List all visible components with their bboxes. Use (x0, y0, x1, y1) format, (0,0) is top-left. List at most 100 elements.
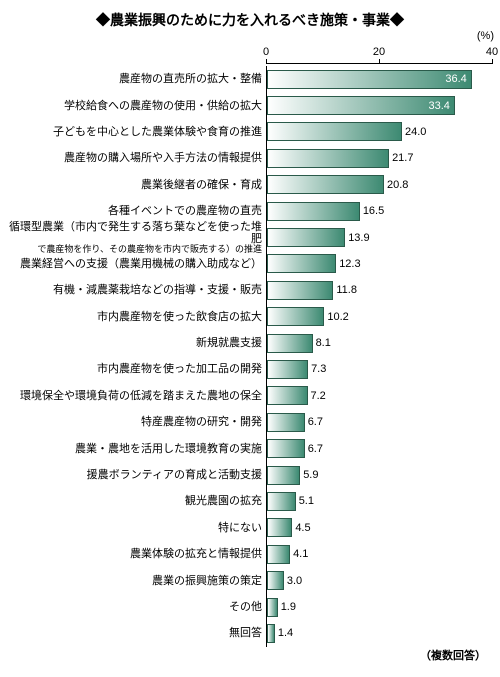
bar-value: 5.9 (303, 469, 318, 481)
bar-label: 農業経営への支援（農業用機械の購入助成など） (8, 258, 266, 270)
bar-label: 環境保全や環境負荷の低減を踏まえた農地の保全 (8, 390, 266, 402)
bar: 1.4 (267, 624, 275, 643)
bar-value: 33.4 (428, 100, 449, 112)
bar-area: 7.3 (266, 356, 492, 382)
bar-value: 16.5 (363, 205, 384, 217)
bar: 12.3 (267, 254, 336, 273)
bar: 5.9 (267, 466, 300, 485)
bar-row: 市内農産物を使った飲食店の拡大10.2 (8, 304, 492, 330)
bar: 4.5 (267, 518, 292, 537)
bar-value: 24.0 (405, 126, 426, 138)
bar-label: 新規就農支援 (8, 337, 266, 349)
bar-row: 新規就農支援8.1 (8, 330, 492, 356)
bar-area: 7.2 (266, 383, 492, 409)
axis-tickmark (379, 59, 380, 64)
bar: 7.2 (267, 386, 308, 405)
bar-label: 農業の振興施策の策定 (8, 575, 266, 587)
bar-area: 24.0 (266, 119, 492, 145)
bar-value: 36.4 (445, 73, 466, 85)
bar-area: 13.9 (266, 224, 492, 250)
bar-value: 1.9 (281, 601, 296, 613)
bar: 16.5 (267, 202, 360, 221)
bar: 10.2 (267, 307, 324, 326)
bar: 4.1 (267, 545, 290, 564)
bar-value: 3.0 (287, 575, 302, 587)
bar-area: 4.5 (266, 515, 492, 541)
axis-tick-label: 40 (486, 46, 498, 58)
bar-area: 36.4 (266, 66, 492, 92)
axis-tickmark (492, 59, 493, 64)
chart-title: ◆農業振興のために力を入れるべき施策・事業◆ (8, 10, 492, 30)
bar-value: 4.1 (293, 548, 308, 560)
bar-label: 農業体験の拡充と情報提供 (8, 548, 266, 560)
bar-row: 特にない4.5 (8, 515, 492, 541)
bar-label: 農産物の購入場所や入手方法の情報提供 (8, 152, 266, 164)
bar: 8.1 (267, 334, 313, 353)
bar-area: 12.3 (266, 251, 492, 277)
bar: 13.9 (267, 228, 345, 247)
bar-value: 6.7 (308, 443, 323, 455)
bar-row: 有機・減農薬栽培などの指導・支援・販売11.8 (8, 277, 492, 303)
bar: 21.7 (267, 149, 389, 168)
bar-value: 20.8 (387, 179, 408, 191)
bar-label: 各種イベントでの農産物の直売 (8, 205, 266, 217)
bar-label: 循環型農業（市内で発生する落ち葉などを使った堆肥で農産物を作り、その農産物を市内… (8, 221, 266, 255)
bar-row: 農業経営への支援（農業用機械の購入助成など）12.3 (8, 251, 492, 277)
bar-label: 特にない (8, 522, 266, 534)
bar-value: 7.3 (311, 363, 326, 375)
bar-value: 10.2 (327, 311, 348, 323)
bar-row: 学校給食への農産物の使用・供給の拡大 33.4 (8, 92, 492, 118)
bar-value: 1.4 (278, 627, 293, 639)
bar: 6.7 (267, 439, 305, 458)
bar-row: 農産物の直売所の拡大・整備 36.4 (8, 66, 492, 92)
bar-value: 8.1 (316, 337, 331, 349)
bar-label: 市内農産物を使った加工品の開発 (8, 363, 266, 375)
axis-tick-label: 20 (373, 46, 385, 58)
bar-value: 21.7 (392, 152, 413, 164)
bar-area: 5.9 (266, 462, 492, 488)
bar-label: 農産物の直売所の拡大・整備 (8, 73, 266, 85)
bar: 6.7 (267, 413, 305, 432)
bar-area: 21.7 (266, 145, 492, 171)
bar-row: 環境保全や環境負荷の低減を踏まえた農地の保全7.2 (8, 383, 492, 409)
bar-value: 11.8 (336, 284, 357, 296)
bar-label: 特産農産物の研究・開発 (8, 416, 266, 428)
axis-tick-label: 0 (263, 46, 269, 58)
bar-label: 有機・減農薬栽培などの指導・支援・販売 (8, 284, 266, 296)
bar: 33.4 (267, 96, 455, 115)
bar-area: 8.1 (266, 330, 492, 356)
bar-label: 援農ボランティアの育成と活動支援 (8, 469, 266, 481)
footnote: （複数回答） (420, 647, 486, 663)
bar-area: 11.8 (266, 277, 492, 303)
bar-row: 農業後継者の確保・育成20.8 (8, 172, 492, 198)
bar-row: 農業体験の拡充と情報提供4.1 (8, 541, 492, 567)
axis-unit: (%) (477, 30, 494, 42)
bar-area: 6.7 (266, 409, 492, 435)
bar: 3.0 (267, 571, 284, 590)
bar-label: 農業後継者の確保・育成 (8, 179, 266, 191)
bar-area: 1.4 (266, 620, 492, 646)
bar: 11.8 (267, 281, 333, 300)
bar-value: 6.7 (308, 416, 323, 428)
bar-area: 20.8 (266, 172, 492, 198)
bar-area: 1.9 (266, 594, 492, 620)
bar-row: その他 1.9 (8, 594, 492, 620)
bar-area: 33.4 (266, 92, 492, 118)
bar-label: 子どもを中心とした農業体験や食育の推進 (8, 126, 266, 138)
bar: 20.8 (267, 175, 384, 194)
bar-row: 循環型農業（市内で発生する落ち葉などを使った堆肥で農産物を作り、その農産物を市内… (8, 224, 492, 250)
bar-row: 援農ボランティアの育成と活動支援5.9 (8, 462, 492, 488)
bar: 36.4 (267, 70, 472, 89)
bar-row: 観光農園の拡充5.1 (8, 488, 492, 514)
bar-label: 市内農産物を使った飲食店の拡大 (8, 311, 266, 323)
bar-label: 農業・農地を活用した環境教育の実施 (8, 443, 266, 455)
bar-row: 市内農産物を使った加工品の開発 7.3 (8, 356, 492, 382)
bar: 24.0 (267, 122, 402, 141)
bar-value: 4.5 (295, 522, 310, 534)
bar-row: 農業の振興施策の策定3.0 (8, 567, 492, 593)
bar-label: 学校給食への農産物の使用・供給の拡大 (8, 100, 266, 112)
bar-label: その他 (8, 601, 266, 613)
bar-row: 農業・農地を活用した環境教育の実施6.7 (8, 435, 492, 461)
bar-row: 無回答1.4 (8, 620, 492, 646)
bar-value: 5.1 (299, 495, 314, 507)
